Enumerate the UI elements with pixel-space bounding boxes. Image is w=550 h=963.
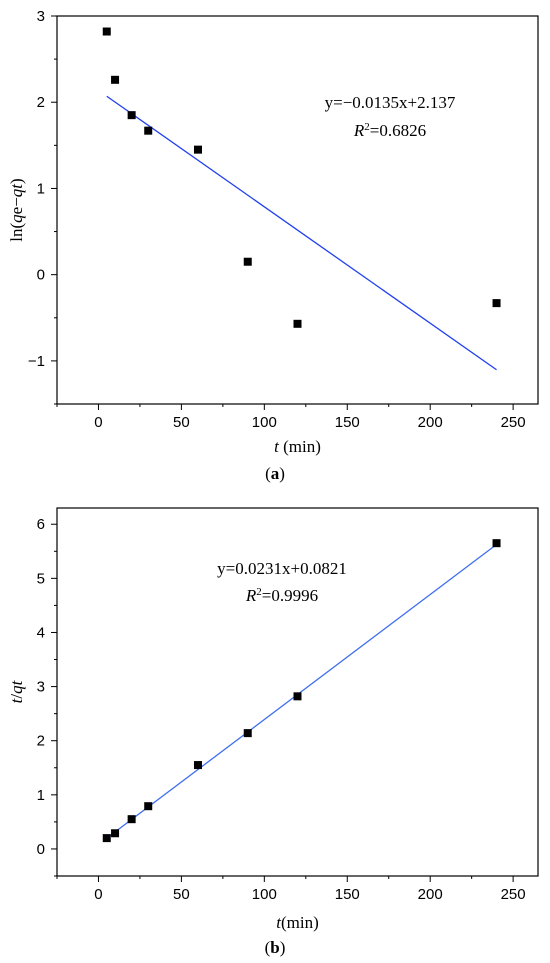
data-point bbox=[492, 299, 501, 308]
data-point bbox=[111, 829, 120, 838]
x-tick-label: 50 bbox=[173, 414, 190, 431]
y-tick-label: 4 bbox=[37, 624, 45, 641]
x-axis-label: t (min) bbox=[274, 437, 321, 456]
x-axis-label: t(min) bbox=[276, 913, 319, 932]
x-tick-label: 250 bbox=[501, 414, 526, 431]
x-tick-label: 0 bbox=[94, 414, 102, 431]
data-point bbox=[102, 27, 111, 36]
data-point bbox=[193, 145, 202, 154]
data-point bbox=[144, 126, 153, 135]
data-point bbox=[293, 319, 302, 328]
y-tick-label: 2 bbox=[37, 733, 45, 750]
y-tick-label: 3 bbox=[37, 679, 45, 696]
data-point bbox=[243, 257, 252, 266]
y-tick-label: 2 bbox=[37, 94, 45, 111]
x-tick-label: 150 bbox=[335, 414, 360, 431]
x-tick-label: 0 bbox=[94, 886, 102, 903]
x-tick-label: 150 bbox=[335, 886, 360, 903]
chart-panel-b: 0 50 100 150 200 250 0 1 2 3 4 5 6 y=0.0231x+0.0821 R2… bbox=[7, 507, 539, 957]
data-point bbox=[144, 802, 153, 811]
chart-panel-a: 0 50 100 150 200 250 −1 0 1 2 3 y=−0.0135x+2.137 R2=… bbox=[7, 8, 539, 483]
data-point bbox=[102, 834, 111, 843]
y-tick-label: 5 bbox=[37, 570, 45, 587]
x-tick-label: 100 bbox=[252, 886, 277, 903]
x-tick-label: 200 bbox=[418, 886, 443, 903]
r-squared: R2=0.9996 bbox=[245, 586, 318, 605]
x-tick-label: 200 bbox=[418, 414, 443, 431]
panel-caption: (b) bbox=[265, 938, 286, 957]
fit-line bbox=[106, 543, 497, 839]
plot-frame bbox=[56, 15, 539, 405]
y-tick-label: 1 bbox=[37, 180, 45, 197]
x-tick-label: 250 bbox=[501, 886, 526, 903]
panel-caption: (a) bbox=[265, 464, 285, 483]
y-tick-label: 3 bbox=[37, 8, 45, 25]
x-tick-label: 50 bbox=[173, 886, 190, 903]
y-tick-label: 6 bbox=[37, 516, 45, 533]
y-axis-label: t/qt bbox=[7, 679, 26, 703]
y-tick-label: 0 bbox=[37, 841, 45, 858]
x-tick-label: 100 bbox=[252, 414, 277, 431]
fit-equation: y=−0.0135x+2.137 bbox=[325, 93, 456, 112]
y-tick-label: 0 bbox=[37, 267, 45, 284]
y-tick-label: −1 bbox=[28, 353, 45, 370]
data-point bbox=[127, 815, 136, 824]
data-point bbox=[293, 692, 302, 701]
fit-equation: y=0.0231x+0.0821 bbox=[217, 559, 347, 578]
r-squared: R2=0.6826 bbox=[353, 121, 426, 140]
data-point bbox=[127, 111, 136, 120]
data-point bbox=[111, 75, 120, 84]
y-tick-label: 1 bbox=[37, 787, 45, 804]
data-point bbox=[492, 539, 501, 548]
y-axis-label: ln(qe−qt) bbox=[7, 178, 26, 241]
plot-frame bbox=[56, 507, 539, 877]
data-point bbox=[243, 729, 252, 738]
fit-line bbox=[106, 95, 497, 371]
data-point bbox=[193, 761, 202, 770]
